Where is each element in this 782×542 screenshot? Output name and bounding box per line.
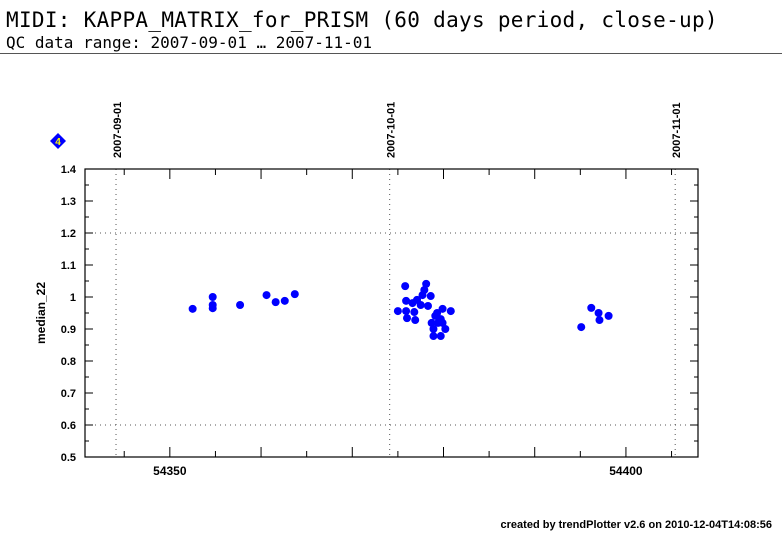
data-point: [402, 307, 411, 316]
y-tick-label: 1.2: [61, 228, 76, 240]
data-point: [594, 309, 603, 317]
marker-diamond-icon: 4: [50, 133, 66, 149]
marker-label: 4: [55, 137, 61, 148]
date-marker-label: 2007-09-01: [112, 102, 124, 158]
data-point: [426, 292, 435, 301]
data-point: [208, 304, 217, 313]
data-point: [429, 332, 438, 341]
date-marker-label: 2007-11-01: [671, 102, 683, 158]
y-tick-label: 1.1: [61, 260, 76, 272]
data-point: [436, 332, 445, 341]
data-point: [595, 316, 604, 325]
y-tick-label: 1.3: [61, 196, 76, 208]
data-point: [402, 296, 411, 305]
data-point: [427, 318, 436, 327]
data-point: [393, 307, 402, 316]
y-tick-label: 0.9: [61, 324, 76, 336]
chart-subtitle: QC data range: 2007-09-01 … 2007-11-01: [6, 33, 373, 52]
data-point: [208, 293, 217, 301]
data-point: [271, 298, 280, 307]
data-point: [604, 311, 613, 320]
data-point: [188, 304, 197, 313]
y-tick-label: 0.8: [61, 356, 76, 368]
date-marker-label: 2007-10-01: [386, 102, 398, 158]
data-point: [401, 282, 410, 291]
data-point: [423, 301, 432, 310]
data-point: [280, 296, 289, 305]
header-divider: [0, 53, 782, 54]
data-point: [403, 314, 412, 323]
data-point: [429, 325, 438, 333]
data-point: [577, 323, 586, 332]
data-point: [438, 304, 447, 313]
data-point: [236, 301, 245, 309]
data-point: [422, 279, 431, 288]
data-point: [262, 291, 271, 300]
y-tick-label: 1: [70, 292, 76, 304]
data-point: [446, 307, 455, 316]
y-tick-label: 0.7: [61, 388, 76, 400]
x-tick-label: 54350: [153, 464, 187, 478]
data-point: [438, 318, 447, 327]
data-point: [587, 303, 596, 312]
data-point: [411, 316, 420, 325]
footer-credit: created by trendPlotter v2.6 on 2010-12-…: [500, 519, 772, 531]
data-point: [441, 325, 450, 333]
y-tick-label: 0.6: [61, 420, 76, 432]
y-tick-label: 1.4: [61, 164, 77, 176]
data-point: [416, 301, 425, 309]
y-tick-label: 0.5: [61, 452, 76, 464]
data-point: [290, 290, 299, 299]
chart-title: MIDI: KAPPA_MATRIX_for_PRISM (60 days pe…: [6, 8, 718, 32]
data-point: [433, 309, 442, 317]
data-point: [420, 285, 429, 294]
x-tick-label: 54400: [609, 464, 643, 478]
y-axis-label: median_22: [34, 282, 48, 344]
data-point: [410, 308, 419, 317]
